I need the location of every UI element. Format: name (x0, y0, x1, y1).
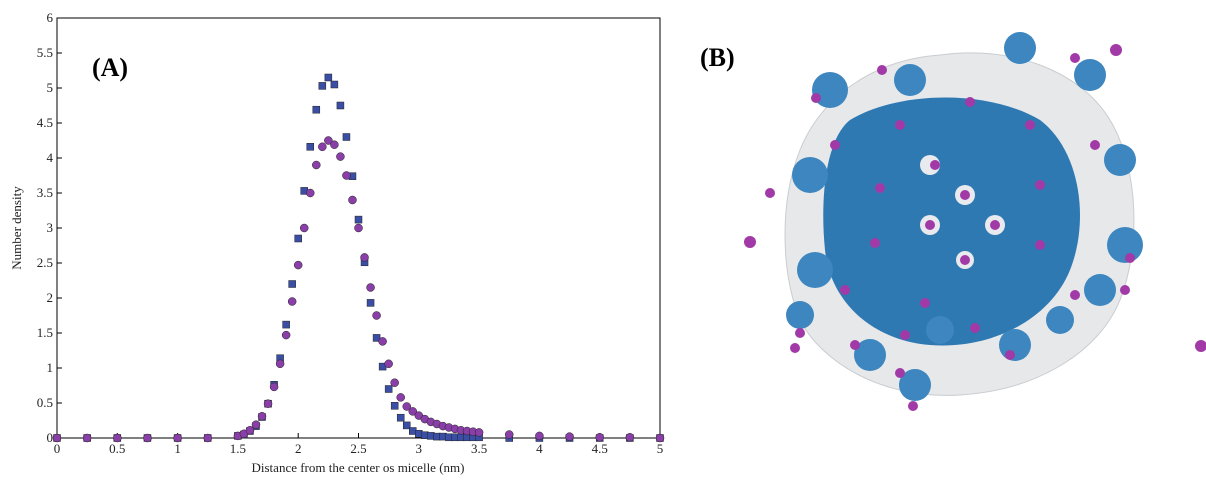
point (282, 320, 290, 329)
y-axis-label: Number density (9, 186, 24, 270)
point (390, 402, 399, 410)
x-tick-label: 5 (657, 441, 664, 456)
x-tick-label: 1.5 (230, 441, 246, 456)
point (655, 433, 665, 443)
point (342, 133, 351, 141)
y-tick-label: 4 (47, 150, 54, 165)
point (366, 299, 375, 307)
x-tick-label: 3 (416, 441, 423, 456)
x-tick-label: 4 (536, 441, 543, 456)
point (294, 234, 302, 243)
point (330, 140, 339, 149)
point (354, 215, 363, 224)
point (312, 105, 321, 114)
point (299, 223, 309, 233)
point (396, 413, 405, 422)
x-tick-label: 2 (295, 441, 302, 456)
point (82, 433, 92, 443)
x-tick-label: 4.5 (592, 441, 608, 456)
y-tick-label: 0 (47, 430, 54, 445)
point (245, 426, 255, 435)
point (324, 73, 333, 82)
point (52, 433, 62, 443)
point (372, 334, 381, 342)
point (275, 359, 285, 369)
point (143, 433, 152, 443)
x-tick-label: 0 (54, 441, 61, 456)
point (348, 195, 357, 205)
point (565, 432, 574, 441)
point (595, 433, 604, 442)
y-tick-label: 3.5 (37, 185, 53, 200)
x-tick-label: 0.5 (109, 441, 125, 456)
point (408, 407, 418, 416)
point (402, 421, 411, 430)
y-tick-label: 6 (47, 10, 54, 25)
point (384, 359, 393, 369)
point (354, 223, 363, 233)
point (312, 160, 321, 170)
point (263, 399, 273, 408)
panel-label: (B) (700, 43, 735, 72)
point (288, 280, 296, 288)
point (257, 412, 267, 421)
headgroups (823, 97, 1080, 346)
panel-label: (A) (92, 53, 128, 82)
point (535, 431, 544, 441)
point (330, 80, 339, 89)
point (372, 311, 381, 320)
point (293, 260, 303, 270)
point (390, 378, 399, 387)
x-tick-label: 1 (174, 441, 181, 456)
y-tick-label: 4.5 (37, 115, 53, 130)
point (336, 152, 345, 161)
point (287, 297, 297, 306)
y-tick-label: 5.5 (37, 45, 53, 60)
point (203, 433, 212, 443)
y-tick-label: 0.5 (37, 395, 53, 410)
point (474, 428, 484, 437)
y-tick-label: 2.5 (37, 255, 53, 270)
micelle-image (744, 32, 1206, 411)
point (625, 433, 635, 442)
y-tick-label: 2 (47, 290, 54, 305)
point (306, 188, 315, 198)
point (336, 101, 345, 110)
point (269, 382, 279, 392)
point (402, 402, 411, 411)
point (281, 330, 291, 340)
point (113, 433, 122, 443)
point (318, 142, 327, 152)
y-tick-label: 3 (47, 220, 54, 235)
x-axis-label: Distance from the center os micelle (nm) (252, 460, 465, 475)
point (396, 393, 405, 402)
x-tick-label: 3.5 (471, 441, 487, 456)
point (306, 143, 315, 151)
point (342, 171, 351, 180)
y-tick-label: 1 (47, 360, 54, 375)
point (324, 136, 333, 145)
headgroup-clusters (786, 32, 1143, 401)
counterions (744, 44, 1206, 411)
point (318, 82, 327, 90)
point (251, 420, 261, 429)
point (366, 283, 375, 292)
point (378, 337, 387, 346)
y-tick-label: 5 (47, 80, 54, 95)
point (173, 433, 182, 443)
point (384, 385, 393, 393)
point (505, 430, 514, 439)
x-tick-label: 2.5 (350, 441, 366, 456)
point (360, 253, 369, 262)
y-tick-label: 1.5 (37, 325, 53, 340)
